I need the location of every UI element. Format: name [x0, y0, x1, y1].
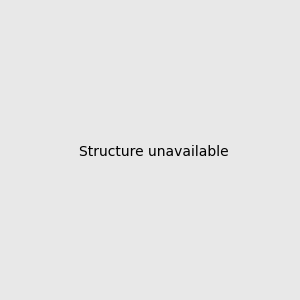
Text: Structure unavailable: Structure unavailable	[79, 145, 229, 158]
